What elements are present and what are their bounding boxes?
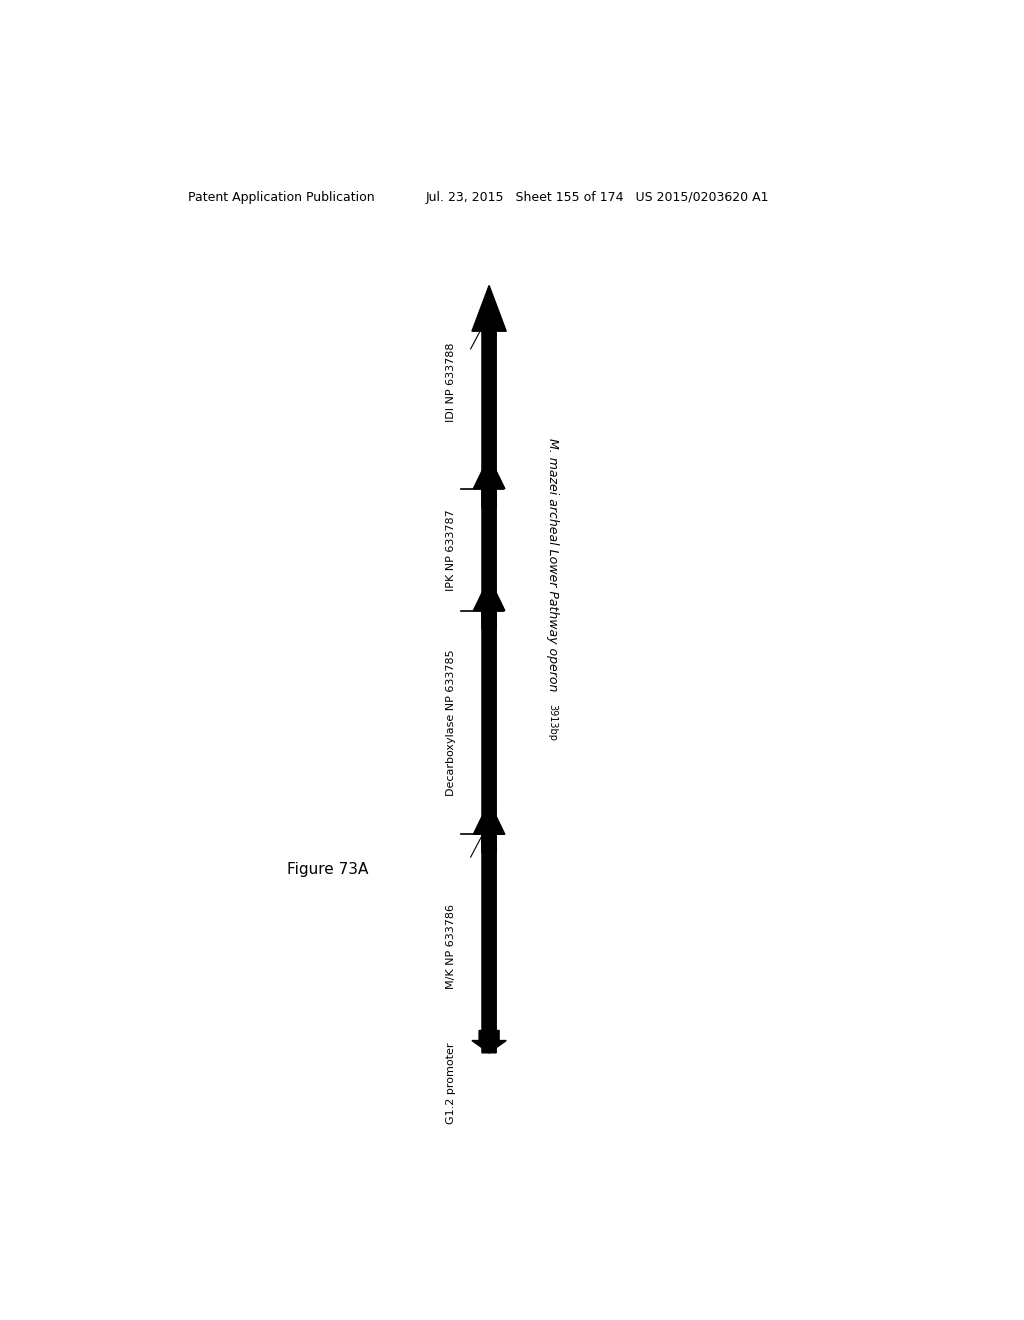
Text: Decarboxylase NP 633785: Decarboxylase NP 633785	[446, 649, 456, 796]
Text: IPK NP 633787: IPK NP 633787	[446, 508, 456, 590]
FancyArrow shape	[473, 578, 505, 630]
Text: G1.2 promoter: G1.2 promoter	[446, 1043, 456, 1125]
Text: 3913bp: 3913bp	[548, 704, 558, 741]
FancyArrow shape	[473, 801, 505, 853]
Text: Figure 73A: Figure 73A	[287, 862, 368, 878]
Text: M/K NP 633786: M/K NP 633786	[446, 904, 456, 989]
Text: Patent Application Publication: Patent Application Publication	[187, 190, 374, 203]
Text: Jul. 23, 2015   Sheet 155 of 174   US 2015/0203620 A1: Jul. 23, 2015 Sheet 155 of 174 US 2015/0…	[426, 190, 769, 203]
FancyArrow shape	[472, 1031, 506, 1053]
Text: IDI NP 633788: IDI NP 633788	[446, 342, 456, 422]
FancyArrow shape	[472, 285, 506, 1053]
FancyArrow shape	[473, 457, 505, 507]
Text: M. mazei archeal Lower Pathway operon: M. mazei archeal Lower Pathway operon	[546, 438, 559, 692]
